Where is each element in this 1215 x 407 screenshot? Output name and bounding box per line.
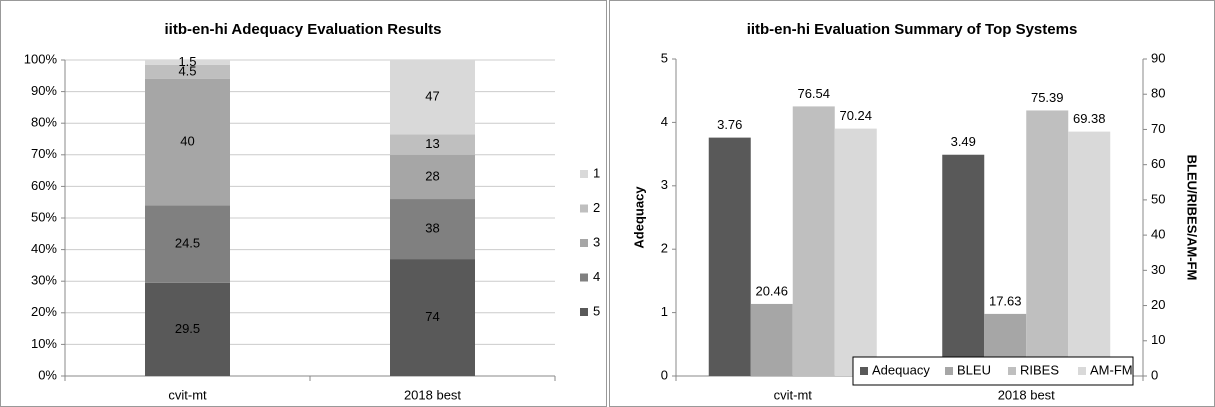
- bar-segment: [145, 60, 230, 65]
- data-label: 17.63: [989, 293, 1022, 308]
- legend-label: 3: [593, 234, 600, 249]
- bar: [750, 303, 793, 376]
- legend-swatch: [580, 204, 588, 213]
- x-tick-label: cvit-mt: [168, 387, 207, 402]
- bar: [942, 154, 985, 376]
- legend-swatch: [945, 367, 953, 375]
- data-label: 47: [425, 89, 439, 104]
- bar-segment: [145, 205, 230, 283]
- y-tick-label: 3: [661, 177, 668, 192]
- y-tick-label: 4: [661, 114, 668, 129]
- bar-segment: [145, 78, 230, 206]
- legend-box: [852, 356, 1134, 386]
- bar: [792, 106, 835, 376]
- data-label: 24.5: [175, 236, 200, 251]
- legend-label: 2: [593, 200, 600, 215]
- y2-tick-label: 90: [1151, 50, 1165, 65]
- legend-swatch: [1008, 367, 1016, 375]
- y2-tick-label: 0: [1151, 367, 1158, 382]
- legend-label: BLEU: [957, 362, 991, 377]
- data-label: 40: [180, 134, 194, 149]
- legend-swatch: [580, 273, 588, 282]
- legend-label: 4: [593, 269, 600, 284]
- bar-segment: [390, 134, 475, 155]
- y-tick-label: 0%: [38, 367, 57, 382]
- data-label: 3.49: [951, 134, 976, 149]
- legend-label: 5: [593, 303, 600, 318]
- y-tick-label: 50%: [31, 209, 57, 224]
- bar-segment: [390, 154, 475, 200]
- bar-segment: [145, 282, 230, 376]
- data-label: 3.76: [717, 117, 742, 132]
- legend-swatch: [1078, 367, 1086, 375]
- y-tick-label: 30%: [31, 273, 57, 288]
- data-label: 13: [425, 136, 439, 151]
- bar-segment: [390, 199, 475, 260]
- data-label: 69.38: [1073, 111, 1106, 126]
- y-tick-label: 5: [661, 50, 668, 65]
- bar: [834, 128, 877, 376]
- y-tick-label: 40%: [31, 241, 57, 256]
- y-tick-label: 10%: [31, 336, 57, 351]
- data-label: 28: [425, 168, 439, 183]
- data-label: 74: [425, 309, 439, 324]
- panel-border: [609, 0, 1215, 407]
- legend-label: RIBES: [1020, 362, 1059, 377]
- y2-tick-label: 40: [1151, 227, 1165, 242]
- data-label: 76.54: [797, 86, 830, 101]
- chart-title: iitb-en-hi Evaluation Summary of Top Sys…: [747, 21, 1078, 38]
- y-tick-label: 80%: [31, 115, 57, 130]
- y2-tick-label: 10: [1151, 332, 1165, 347]
- panel-border: [0, 0, 607, 407]
- chart-title: iitb-en-hi Adequacy Evaluation Results: [165, 21, 442, 38]
- y-tick-label: 90%: [31, 83, 57, 98]
- y-tick-label: 0: [661, 367, 668, 382]
- legend-swatch: [860, 367, 868, 375]
- y-tick-label: 1: [661, 304, 668, 319]
- x-tick-label: cvit-mt: [774, 387, 813, 402]
- y2-tick-label: 30: [1151, 262, 1165, 277]
- data-label: 20.46: [755, 283, 788, 298]
- bar: [1068, 131, 1111, 376]
- y-tick-label: 60%: [31, 178, 57, 193]
- y-tick-label: 20%: [31, 304, 57, 319]
- legend-label: 1: [593, 165, 600, 180]
- legend-swatch: [580, 170, 588, 178]
- bar-segment: [390, 60, 475, 135]
- y-tick-label: 2: [661, 241, 668, 256]
- y-tick-label: 100%: [24, 51, 58, 66]
- y-axis-label: Adequacy: [631, 186, 646, 249]
- data-label: 70.24: [839, 108, 872, 123]
- y2-axis-label: BLEU/RIBES/AM-FM: [1185, 155, 1200, 281]
- x-tick-label: 2018 best: [404, 387, 461, 402]
- y2-tick-label: 20: [1151, 297, 1165, 312]
- data-label: 4.5: [178, 63, 196, 78]
- y-tick-label: 70%: [31, 146, 57, 161]
- bar-segment: [390, 259, 475, 376]
- y2-tick-label: 60: [1151, 156, 1165, 171]
- data-label: 29.5: [175, 321, 200, 336]
- legend-label: AM-FM: [1090, 362, 1133, 377]
- bar: [708, 137, 751, 376]
- data-label: 75.39: [1031, 90, 1064, 105]
- data-label: 38: [425, 220, 439, 235]
- bar-segment: [145, 64, 230, 79]
- y2-tick-label: 80: [1151, 86, 1165, 101]
- legend-swatch: [580, 239, 588, 247]
- legend-label: Adequacy: [872, 362, 930, 377]
- legend-swatch: [580, 308, 588, 316]
- x-tick-label: 2018 best: [998, 387, 1055, 402]
- y2-tick-label: 70: [1151, 121, 1165, 136]
- bar: [1026, 110, 1069, 377]
- y2-tick-label: 50: [1151, 191, 1165, 206]
- data-label: 1.5: [178, 54, 196, 69]
